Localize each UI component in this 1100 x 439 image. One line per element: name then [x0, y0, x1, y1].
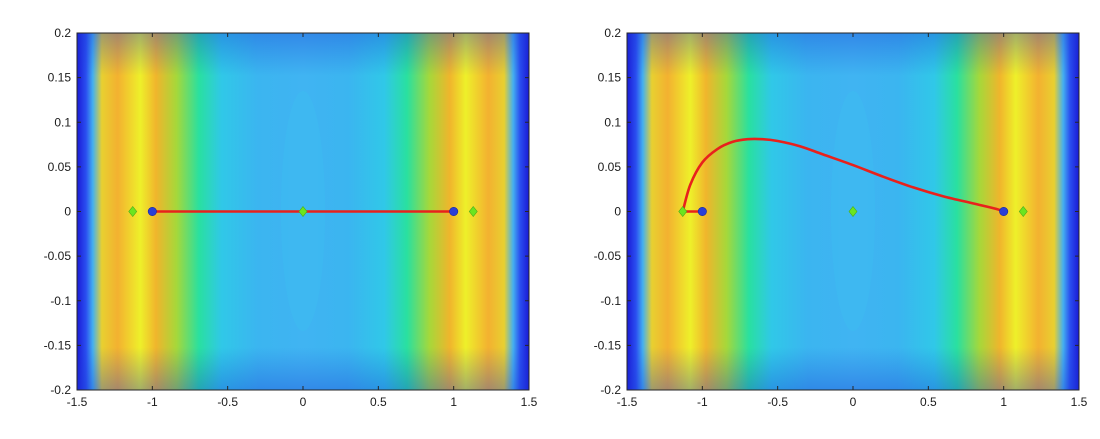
left-ytick-label-6: -0.1: [50, 294, 71, 308]
right-chart-panel: -1.5 -1 -0.5 0 0.5 1 1.5 0.2 0.15 0.1 0.05 0 -0.05 -0…: [594, 26, 1088, 409]
left-xtick-label-2: -0.5: [217, 395, 238, 409]
left-point-diamond-2-1: [298, 206, 308, 217]
left-point-circle-1-1: [449, 207, 459, 217]
left-xtick-label-5: 1: [450, 395, 457, 409]
right-series-line-0: [681, 137, 1005, 213]
right-xtick-label-3: 0: [850, 395, 857, 409]
right-point-diamond-3-0: [678, 206, 688, 217]
right-heatmap: [627, 33, 1079, 390]
right-ticks-layer: -1.5 -1 -0.5 0 0.5 1 1.5 0.2 0.15 0.1 0.05 0 -0.05 -0…: [594, 26, 1088, 409]
right-xtick-label-0: -1.5: [617, 395, 638, 409]
left-point-circle-1-0: [147, 207, 157, 217]
right-ytick-label-5: -0.05: [594, 249, 622, 263]
left-ytick-label-5: -0.05: [44, 249, 72, 263]
right-ytick-label-1: 0.15: [598, 71, 622, 85]
left-ytick-label-8: -0.2: [50, 383, 71, 397]
right-ytick-label-6: -0.1: [600, 294, 621, 308]
left-xtick-label-6: 1.5: [521, 395, 538, 409]
right-series-layer: [678, 137, 1028, 217]
right-ytick-label-8: -0.2: [600, 383, 621, 397]
left-point-diamond-2-2: [468, 206, 478, 217]
left-xtick-label-4: 0.5: [370, 395, 387, 409]
left-ytick-label-3: 0.05: [48, 160, 72, 174]
left-point-diamond-2-0: [128, 206, 138, 217]
left-chart-panel: -1.5 -1 -0.5 0 0.5 1 1.5 0.2 0.15 0.1 0.05 0 -0.05 -0…: [44, 26, 538, 409]
right-point-circle-2-1: [999, 207, 1009, 217]
right-ytick-label-0: 0.2: [604, 26, 621, 40]
right-point-circle-2-0: [697, 207, 707, 217]
left-ytick-label-4: 0: [64, 205, 71, 219]
left-xtick-label-1: -1: [147, 395, 158, 409]
left-series-layer: [128, 206, 478, 217]
left-ytick-label-2: 0.1: [54, 115, 71, 129]
left-ticks-layer: -1.5 -1 -0.5 0 0.5 1 1.5 0.2 0.15 0.1 0.05 0 -0.05 -0…: [44, 26, 538, 409]
left-ytick-label-7: -0.15: [44, 338, 72, 352]
left-xtick-label-0: -1.5: [67, 395, 88, 409]
left-ytick-label-1: 0.15: [48, 71, 72, 85]
right-ytick-label-3: 0.05: [598, 160, 622, 174]
right-ytick-label-2: 0.1: [604, 115, 621, 129]
right-xtick-label-1: -1: [697, 395, 708, 409]
right-ytick-label-7: -0.15: [594, 338, 622, 352]
right-point-diamond-3-2: [1018, 206, 1028, 217]
right-xtick-label-5: 1: [1000, 395, 1007, 409]
right-xtick-label-4: 0.5: [920, 395, 937, 409]
left-ytick-label-0: 0.2: [54, 26, 71, 40]
right-point-diamond-3-1: [848, 206, 858, 217]
right-xtick-label-6: 1.5: [1071, 395, 1088, 409]
left-xtick-label-3: 0: [300, 395, 307, 409]
right-ytick-label-4: 0: [614, 205, 621, 219]
right-xtick-label-2: -0.5: [767, 395, 788, 409]
